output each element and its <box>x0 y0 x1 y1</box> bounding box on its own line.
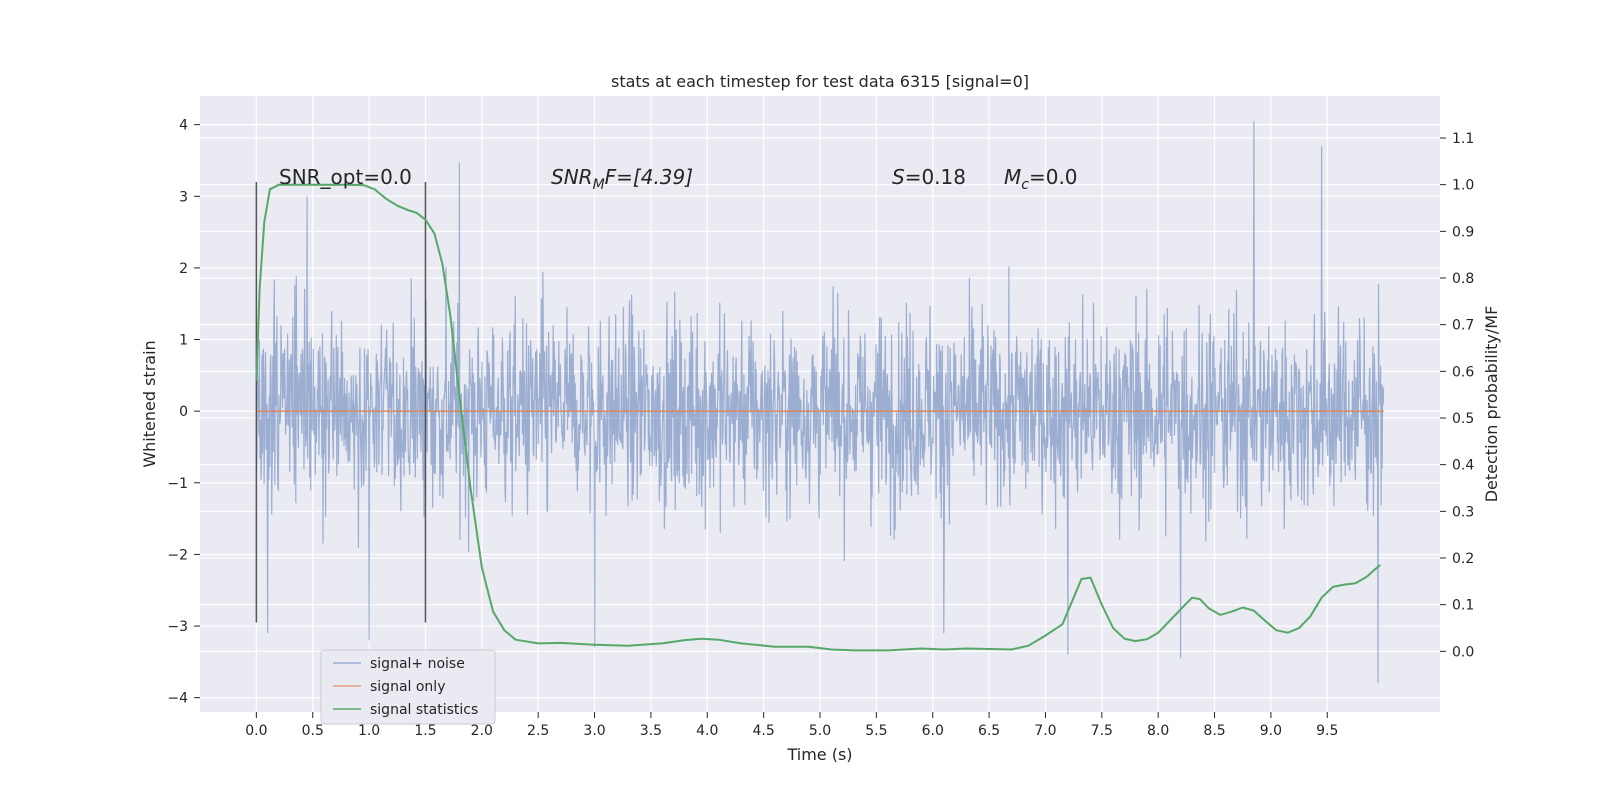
y-tick-label-1: −3 <box>167 619 188 635</box>
y2-tick-label-0: 0.0 <box>1452 644 1474 660</box>
y2-tick-label-11: 1.1 <box>1452 131 1474 147</box>
x-axis-label: Time (s) <box>786 745 852 764</box>
chart-title: stats at each timestep for test data 631… <box>611 72 1029 91</box>
x-tick-label-18: 9.0 <box>1260 723 1282 739</box>
y-tick-label-8: 4 <box>179 118 188 134</box>
y2-tick-label-3: 0.3 <box>1452 504 1474 520</box>
grid <box>200 96 1440 712</box>
line-signal-statistics <box>255 183 1381 652</box>
x-tick-label-15: 7.5 <box>1091 723 1113 739</box>
x-tick-label-1: 0.5 <box>302 723 324 739</box>
y-tick-label-2: −2 <box>167 547 188 563</box>
line-signal-plus-noise <box>255 121 1385 684</box>
x-tick-label-5: 2.5 <box>527 723 549 739</box>
annotation-snr-opt: SNR_opt=0.0 <box>279 165 412 189</box>
y-tick-label-4: 0 <box>179 404 188 420</box>
y-tick-label-6: 2 <box>179 261 188 277</box>
y2-tick-label-7: 0.7 <box>1452 318 1474 334</box>
x-tick-label-8: 4.0 <box>696 723 718 739</box>
y2-tick-label-8: 0.8 <box>1452 271 1474 287</box>
y-tick-label-5: 1 <box>179 333 188 349</box>
y2-tick-label-5: 0.5 <box>1452 411 1474 427</box>
x-tick-label-3: 1.5 <box>414 723 436 739</box>
x-tick-label-14: 7.0 <box>1034 723 1056 739</box>
y2-tick-label-2: 0.2 <box>1452 551 1474 567</box>
y2-tick-label-4: 0.4 <box>1452 458 1474 474</box>
y-tick-label-0: −4 <box>167 691 188 707</box>
y-axis-label: Whitened strain <box>140 340 159 467</box>
x-tick-label-2: 1.0 <box>358 723 380 739</box>
y-tick-label-3: −1 <box>167 476 188 492</box>
x-tick-label-12: 6.0 <box>922 723 944 739</box>
legend: signal+ noise signal only signal statist… <box>320 649 496 725</box>
x-tick-label-13: 6.5 <box>978 723 1000 739</box>
x-tick-label-6: 3.0 <box>583 723 605 739</box>
series-signal-statistics <box>255 183 1381 652</box>
x-tick-label-19: 9.5 <box>1316 723 1338 739</box>
x-tick-label-9: 4.5 <box>753 723 775 739</box>
annotation-mc: Mc=0.0 <box>1004 165 1078 193</box>
y2-axis-label: Detection probability/MF <box>1482 306 1501 503</box>
y2-tick-label-10: 1.0 <box>1452 178 1474 194</box>
legend-label-signal-statistics: signal statistics <box>370 702 478 718</box>
x-ticks: 0.0 0.5 1.0 1.5 2.0 2.5 3.0 3.5 4.0 4.5 5.0 5.5 6.0 6… <box>245 712 1338 739</box>
x-tick-label-4: 2.0 <box>471 723 493 739</box>
x-tick-label-11: 5.5 <box>865 723 887 739</box>
y2-tick-label-1: 0.1 <box>1452 598 1474 614</box>
annotation-s: S=0.18 <box>892 165 966 189</box>
vertical-markers <box>255 181 427 623</box>
x-tick-label-10: 5.0 <box>809 723 831 739</box>
annotation-snr-mf: SNRMF=[4.39] <box>551 165 693 193</box>
x-tick-label-7: 3.5 <box>640 723 662 739</box>
x-tick-label-0: 0.0 <box>245 723 267 739</box>
legend-label-signal-only: signal only <box>370 679 445 695</box>
y2-tick-label-9: 0.9 <box>1452 224 1474 240</box>
x-tick-label-17: 8.5 <box>1203 723 1225 739</box>
y-tick-label-7: 3 <box>179 189 188 205</box>
y2-ticks: 0.0 0.1 0.2 0.3 0.4 0.5 0.6 0.7 0.8 0.9 1.0 1.1 <box>1440 131 1474 660</box>
y-ticks: −4 −3 −2 −1 0 1 2 3 4 <box>167 118 200 707</box>
legend-box <box>320 649 496 725</box>
x-tick-label-16: 8.0 <box>1147 723 1169 739</box>
legend-label-signal-plus-noise: signal+ noise <box>370 656 465 672</box>
y2-tick-label-6: 0.6 <box>1452 364 1474 380</box>
series-signal-plus-noise <box>255 121 1385 684</box>
